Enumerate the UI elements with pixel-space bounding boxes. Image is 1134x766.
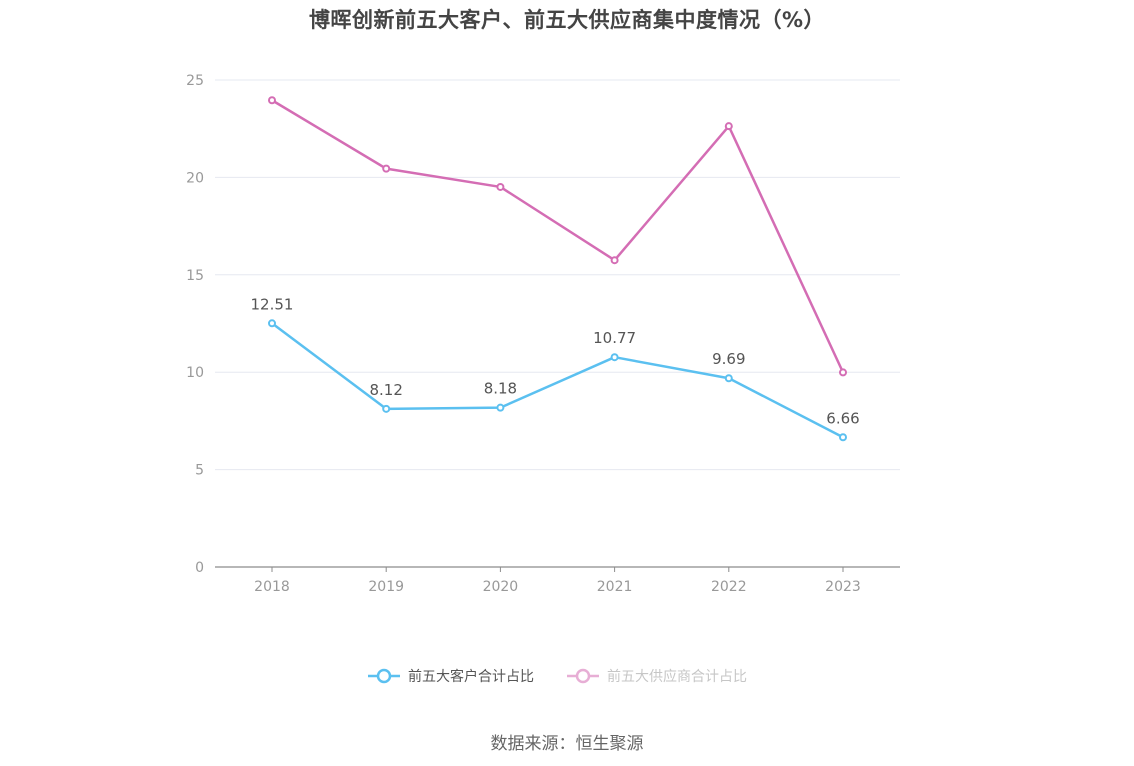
data-label: 12.51 — [251, 295, 294, 313]
data-point[interactable] — [724, 374, 733, 383]
data-point[interactable] — [268, 319, 276, 328]
data-label: 8.12 — [369, 381, 402, 399]
series-lines — [268, 96, 847, 442]
data-label: 9.69 — [712, 350, 745, 368]
axes: 0 5 10 15 20 25 2018 2019 2020 2021 2022 2023 — [186, 73, 900, 595]
legend-label: 前五大供应商合计占比 — [607, 668, 747, 685]
data-label: 10.77 — [593, 329, 636, 347]
x-tick-label: 2018 — [254, 579, 290, 595]
legend-marker-icon — [575, 668, 591, 684]
chart-title: 博晖创新前五大客户、前五大供应商集中度情况（%） — [308, 8, 826, 32]
data-point[interactable] — [610, 256, 619, 265]
x-tick-label: 2019 — [368, 579, 404, 595]
data-point[interactable] — [839, 368, 847, 377]
series-line-1 — [271, 99, 845, 373]
y-tick-label: 20 — [186, 170, 204, 186]
data-labels: 12.51 8.12 8.18 10.77 9.69 6.66 — [251, 295, 860, 427]
legend-label: 前五大客户合计占比 — [408, 668, 534, 685]
legend-item-1[interactable]: 前五大供应商合计占比 — [567, 668, 747, 685]
data-point[interactable] — [382, 164, 391, 173]
y-tick-label: 15 — [186, 268, 204, 284]
y-tick-label: 0 — [195, 560, 204, 576]
x-tick-label: 2020 — [483, 579, 519, 595]
source-note: 数据来源：恒生聚源 — [490, 734, 644, 754]
y-tick-label: 10 — [186, 365, 204, 381]
grid-lines — [215, 79, 900, 471]
x-tick-label: 2022 — [711, 579, 747, 595]
data-point[interactable] — [382, 404, 391, 413]
x-tick-label: 2023 — [825, 579, 861, 595]
data-point[interactable] — [839, 433, 847, 442]
data-point[interactable] — [496, 182, 505, 191]
data-label: 8.18 — [484, 380, 517, 398]
data-point[interactable] — [496, 403, 505, 412]
data-point[interactable] — [610, 353, 619, 362]
y-tick-label: 5 — [195, 463, 204, 479]
series-line-0 — [271, 322, 844, 439]
data-label: 6.66 — [826, 409, 859, 427]
data-point[interactable] — [724, 122, 733, 131]
legend[interactable]: 前五大客户合计占比 前五大供应商合计占比 — [368, 668, 747, 685]
legend-item-0[interactable]: 前五大客户合计占比 — [368, 668, 534, 685]
legend-marker-icon — [376, 668, 392, 684]
data-point[interactable] — [268, 96, 276, 105]
x-tick-label: 2021 — [597, 579, 633, 595]
y-tick-label: 25 — [186, 73, 204, 89]
